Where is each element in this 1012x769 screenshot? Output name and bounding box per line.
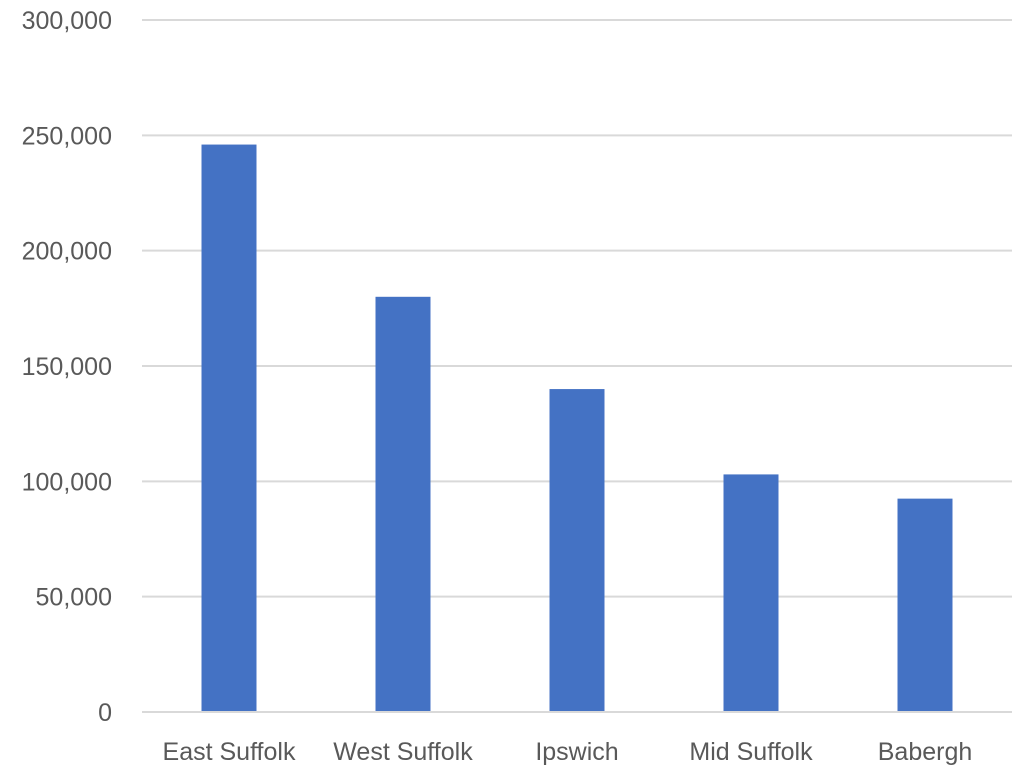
bar-babergh [898,499,953,712]
y-tick-label: 250,000 [22,122,112,150]
bar-west-suffolk [376,297,431,712]
bars [202,145,953,712]
x-axis-category-labels: East Suffolk West Suffolk Ipswich Mid Suffo… [163,738,973,766]
y-tick-label: 0 [98,699,112,727]
y-tick-label: 50,000 [36,584,112,612]
y-tick-label: 100,000 [22,468,112,496]
x-category-label: Mid Suffolk [689,738,813,766]
x-category-label: East Suffolk [163,738,296,766]
y-tick-label: 150,000 [22,353,112,381]
y-tick-label: 200,000 [22,238,112,266]
x-category-label: Ipswich [535,738,618,766]
bar-ipswich [550,389,605,712]
bar-east-suffolk [202,145,257,712]
bar-mid-suffolk [724,474,779,712]
x-category-label: West Suffolk [333,738,473,766]
y-axis-tick-labels: 0 50,000 100,000 150,000 200,000 250,000 300,0… [22,7,112,727]
y-tick-label: 300,000 [22,7,112,35]
x-category-label: Babergh [878,738,973,766]
